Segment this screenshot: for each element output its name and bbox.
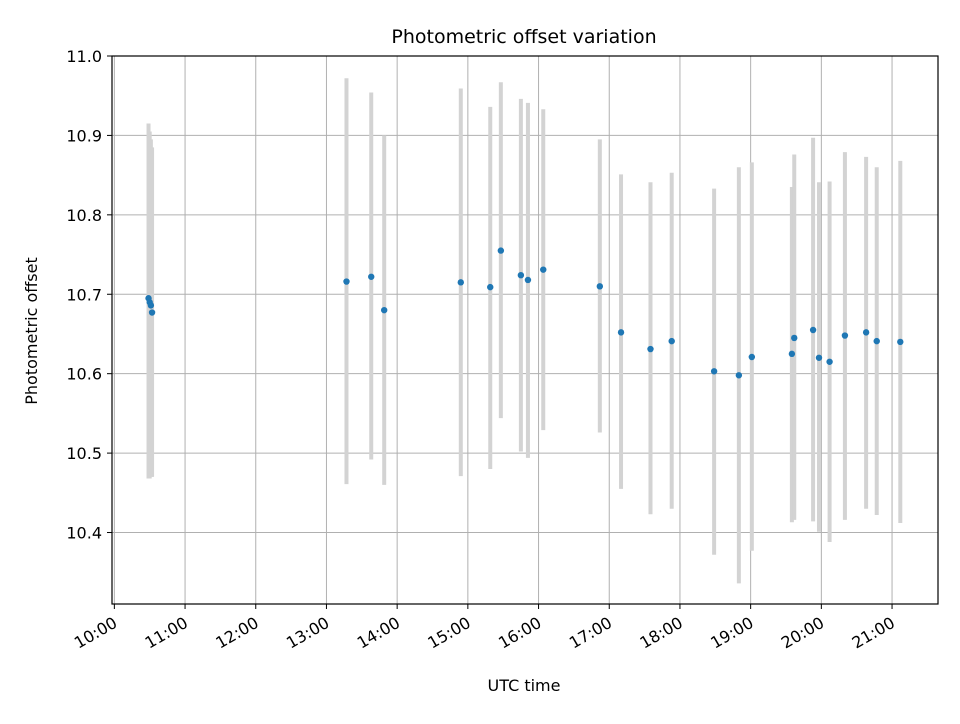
data-point xyxy=(524,276,532,284)
x-tick-label: 19:00 xyxy=(707,613,756,653)
data-point xyxy=(457,279,464,286)
data-point xyxy=(748,353,756,361)
data-point xyxy=(617,329,625,336)
y-tick-label: 10.4 xyxy=(66,524,102,543)
data-point xyxy=(497,247,505,254)
data-point xyxy=(815,354,823,361)
x-tick-label: 16:00 xyxy=(495,613,544,653)
x-tick-label: 15:00 xyxy=(424,613,473,653)
data-point xyxy=(809,326,817,334)
data-point xyxy=(343,278,350,285)
grid-layer xyxy=(112,55,938,604)
y-tick-label: 10.7 xyxy=(66,285,102,304)
y-tick-label: 10.5 xyxy=(66,444,102,463)
data-point xyxy=(735,372,743,379)
x-tick-label: 11:00 xyxy=(142,613,191,653)
data-point xyxy=(788,350,796,358)
data-point xyxy=(380,306,388,314)
data-point xyxy=(897,338,904,346)
y-tick-label: 10.8 xyxy=(66,206,102,225)
data-point xyxy=(826,358,833,365)
point-layer xyxy=(145,247,904,379)
x-axis-label: UTC time xyxy=(488,676,561,695)
data-point xyxy=(647,345,654,353)
data-point xyxy=(147,302,155,309)
data-point xyxy=(873,337,880,345)
x-tick-label: 18:00 xyxy=(637,613,686,653)
y-axis-label: Photometric offset xyxy=(22,257,41,405)
data-point xyxy=(487,283,494,291)
errorbar-layer xyxy=(146,78,903,584)
data-point xyxy=(368,273,375,280)
plot-frame xyxy=(111,55,939,605)
x-tick-label: 10:00 xyxy=(71,613,120,653)
x-tick-label: 12:00 xyxy=(212,613,261,653)
data-point xyxy=(517,272,525,279)
data-point xyxy=(668,337,675,345)
x-tick-label: 13:00 xyxy=(283,613,332,653)
y-axis-ticks: 10.4 10.5 10.6 10.7 10.8 10.9 11.0 xyxy=(66,47,112,543)
x-tick-label: 14:00 xyxy=(354,613,403,653)
data-point xyxy=(710,368,718,375)
x-axis-ticks: 10:00 11:00 12:00 13:00 14:00 15:00 16:00 17:00… xyxy=(71,604,898,653)
data-point xyxy=(791,334,798,342)
data-point xyxy=(596,283,604,290)
data-point xyxy=(540,266,547,273)
data-point xyxy=(841,332,849,339)
chart-title: Photometric offset variation xyxy=(391,26,656,48)
y-tick-label: 11.0 xyxy=(66,47,102,66)
y-tick-label: 10.6 xyxy=(66,365,102,384)
y-tick-label: 10.9 xyxy=(66,126,102,145)
x-tick-label: 20:00 xyxy=(778,613,827,653)
data-point xyxy=(862,329,870,336)
data-point xyxy=(148,309,156,316)
x-tick-label: 21:00 xyxy=(849,613,898,653)
x-tick-label: 17:00 xyxy=(566,613,615,653)
